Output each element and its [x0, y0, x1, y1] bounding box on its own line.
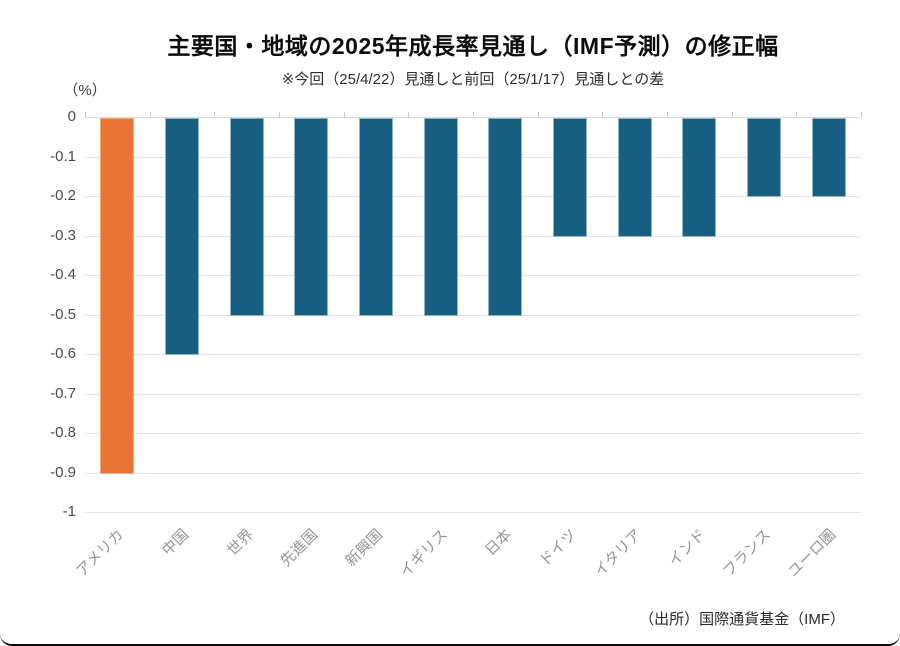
y-tick-label: -0.1	[50, 147, 76, 165]
zero-axis-line	[85, 117, 861, 118]
x-axis-tick-mark	[408, 112, 409, 117]
gridline	[85, 354, 861, 355]
y-tick-label: -0.3	[50, 226, 76, 244]
bar-1	[100, 118, 134, 474]
bar-10	[682, 118, 716, 237]
y-tick-label: 0	[67, 108, 76, 125]
x-axis-tick-mark	[602, 112, 603, 117]
x-axis-tick-mark	[538, 112, 539, 117]
bar-11	[747, 118, 781, 197]
y-tick-label: -0.9	[50, 463, 76, 481]
bar-9	[618, 118, 652, 237]
category-label: アメリカ	[73, 526, 128, 581]
x-axis-tick-mark	[667, 112, 668, 117]
x-axis-tick-mark	[150, 112, 151, 117]
x-axis-tick-mark	[473, 112, 474, 117]
source-note: （出所）国際通貨基金（IMF）	[639, 611, 845, 628]
x-axis-tick-mark	[344, 112, 345, 117]
gridline	[85, 314, 861, 316]
x-axis-tick-mark	[279, 112, 280, 117]
chart-title: 主要国・地域の2025年成長率見通し（IMF予測）の修正幅	[167, 33, 779, 59]
y-axis-unit-label: （%）	[63, 82, 107, 99]
bar-3	[230, 118, 264, 316]
gridline	[85, 275, 861, 276]
bar-4	[294, 118, 328, 316]
x-axis-tick-mark	[732, 112, 733, 117]
y-tick-label: -0.8	[50, 424, 76, 441]
bar-6	[424, 118, 458, 316]
x-axis-tick-mark	[214, 112, 215, 117]
bar-12	[812, 118, 846, 197]
bar-7	[488, 118, 522, 316]
bar-2	[165, 118, 199, 355]
gridline	[85, 512, 861, 513]
gridline	[85, 235, 861, 237]
y-tick-label: -0.6	[50, 345, 76, 362]
gridline	[85, 393, 861, 395]
y-tick-label: -0.5	[50, 305, 76, 323]
bar-5	[359, 118, 393, 316]
x-axis-tick-mark	[85, 112, 86, 117]
bar-8	[553, 118, 587, 237]
plot-area	[85, 112, 862, 513]
gridline	[85, 156, 861, 158]
gridline	[85, 196, 861, 197]
gridline	[85, 472, 861, 474]
x-axis-tick-mark	[796, 112, 797, 117]
chart-subtitle: ※今回（25/4/22）見通しと前回（25/1/17）見通しとの差	[281, 71, 665, 88]
y-tick-label: -0.2	[50, 187, 76, 204]
y-tick-label: -0.4	[50, 266, 76, 283]
x-axis-tick-mark	[861, 112, 862, 117]
gridline	[85, 433, 861, 434]
y-tick-label: -0.7	[50, 384, 76, 402]
y-tick-label: -1	[62, 503, 76, 520]
